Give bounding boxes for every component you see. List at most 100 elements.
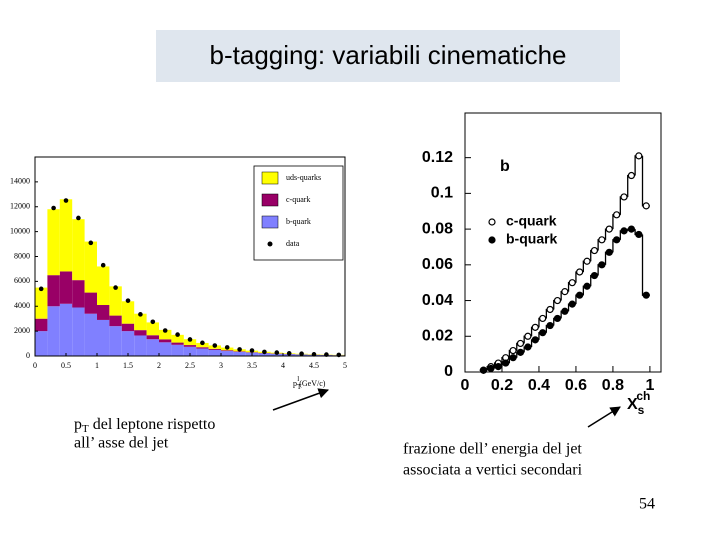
data-point xyxy=(138,312,143,317)
x-tick-label: 0.6 xyxy=(565,377,587,394)
bar-segment xyxy=(208,348,221,350)
y-tick-label: 2000 xyxy=(14,326,30,335)
x-tick-label: 1 xyxy=(645,377,654,394)
legend-label: data xyxy=(286,239,300,248)
x-tick-label: 4.5 xyxy=(309,361,319,370)
bar-segment xyxy=(171,342,184,345)
y-tick-label: 10000 xyxy=(10,226,30,235)
bar-segment xyxy=(109,326,122,356)
bar-segment xyxy=(72,219,85,281)
data-point xyxy=(150,319,156,325)
data-point xyxy=(38,286,44,292)
data-point xyxy=(598,261,606,269)
data-point xyxy=(546,321,554,330)
data-point xyxy=(200,340,205,346)
x-tick-label: 0.2 xyxy=(491,377,513,394)
legend-marker xyxy=(488,236,496,244)
x-label-sub: T xyxy=(297,383,302,391)
bar-segment xyxy=(146,322,159,336)
data-point xyxy=(76,215,81,221)
data-point xyxy=(212,343,218,348)
y-tick-label: 0.12 xyxy=(422,149,453,166)
bar-segment xyxy=(146,335,159,340)
title-box xyxy=(156,30,620,82)
bar-segment xyxy=(221,350,234,352)
arrow xyxy=(272,388,329,411)
bar-segment xyxy=(97,305,110,320)
x-tick-label: 1 xyxy=(95,361,99,370)
x-axis-label: pTl(GeV/c) xyxy=(293,375,326,391)
data-point xyxy=(262,349,267,355)
bar-segment xyxy=(134,335,147,356)
data-point xyxy=(598,236,606,244)
bar-segment xyxy=(59,303,73,356)
caption-sub: T xyxy=(82,423,89,435)
bar-segment xyxy=(121,331,135,356)
data-point xyxy=(539,329,547,337)
legend-marker xyxy=(267,241,273,247)
y-tick-label: 0.06 xyxy=(422,256,453,273)
x-tick-label: 0.8 xyxy=(602,377,624,394)
x-tick-label: 0 xyxy=(33,361,37,370)
arrow xyxy=(587,406,621,428)
y-tick-label: 12000 xyxy=(10,202,30,211)
bar-segment xyxy=(59,271,73,304)
bar-segment xyxy=(97,319,110,356)
bar-segment xyxy=(270,353,283,356)
data-point xyxy=(187,337,193,342)
bar-segment xyxy=(84,313,97,356)
data-point xyxy=(113,285,118,290)
bar-segment xyxy=(35,331,48,356)
data-point xyxy=(583,257,591,265)
caption-right: associata a vertici secondari xyxy=(403,462,583,479)
bar-segment xyxy=(72,280,85,308)
data-point xyxy=(125,298,131,303)
legend-label: c-quark xyxy=(506,213,557,229)
y-tick-label: 0 xyxy=(26,351,30,360)
data-point xyxy=(568,279,576,287)
step-line xyxy=(641,155,650,207)
bar-segment xyxy=(35,287,48,319)
bar-segment xyxy=(159,329,172,340)
data-point xyxy=(88,240,94,246)
caption-text: del leptone rispetto xyxy=(89,416,216,433)
y-tick-label: 6000 xyxy=(14,276,30,285)
legend-swatch xyxy=(261,171,279,185)
y-tick-label: 0.04 xyxy=(422,292,453,309)
bar-segment xyxy=(134,313,147,331)
data-point xyxy=(100,262,106,268)
data-point xyxy=(553,296,562,305)
data-point xyxy=(516,348,525,356)
data-point xyxy=(613,211,621,219)
data-point xyxy=(237,347,242,352)
x-tick-label: 0 xyxy=(461,377,470,394)
plot-frame xyxy=(464,112,662,373)
page-number: 54 xyxy=(639,496,655,513)
data-point xyxy=(635,230,643,239)
bar-segment xyxy=(196,347,209,349)
y-tick-label: 0 xyxy=(444,363,453,380)
data-point xyxy=(642,202,650,210)
data-point xyxy=(605,248,613,256)
data-point xyxy=(561,307,569,315)
bar-segment xyxy=(47,209,60,276)
x-label-sup: ch xyxy=(636,389,650,403)
x-tick-label: 0.5 xyxy=(61,361,71,370)
x-label-sub: s xyxy=(638,403,645,417)
data-point xyxy=(509,346,517,355)
data-point xyxy=(175,332,180,337)
caption-text: p xyxy=(74,416,82,433)
x-tick-label: 2.5 xyxy=(185,361,195,370)
data-point xyxy=(286,351,292,356)
step-line xyxy=(641,234,650,296)
x-tick-label: 2 xyxy=(157,361,161,370)
caption-left: pT del leptone rispetto xyxy=(74,416,215,435)
data-point xyxy=(635,152,643,160)
bar-segment xyxy=(97,266,110,306)
bar-segment xyxy=(121,301,135,324)
data-point xyxy=(576,268,584,276)
x-tick-label: 1.5 xyxy=(123,361,133,370)
x-tick-label: 5 xyxy=(343,361,347,370)
x-tick-label: 3 xyxy=(219,361,223,370)
bar-segment xyxy=(109,315,122,327)
